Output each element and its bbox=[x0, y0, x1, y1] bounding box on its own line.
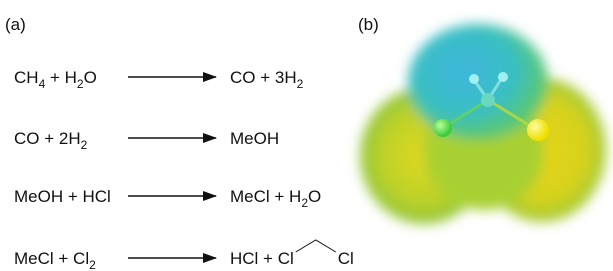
reactant: MeOH + HCl bbox=[14, 187, 111, 206]
panel-label: (b) bbox=[358, 15, 379, 34]
reactant: CH4 + H2O bbox=[14, 68, 97, 91]
subscript: 2 bbox=[89, 258, 96, 271]
esp-surface bbox=[360, 24, 606, 224]
text-segment: CO + 3H bbox=[230, 68, 297, 87]
text-segment: MeOH + HCl bbox=[14, 187, 111, 206]
bond bbox=[296, 240, 336, 252]
text-segment: CO + 2H bbox=[14, 129, 81, 148]
reactant: CO + 2H2 bbox=[14, 129, 88, 152]
subscript: 2 bbox=[81, 138, 88, 152]
product-end: Cl bbox=[338, 249, 354, 268]
product: CO + 3H2 bbox=[230, 68, 304, 91]
text-segment: CH bbox=[14, 68, 39, 87]
text-segment: O bbox=[308, 187, 321, 206]
text-segment: HCl + Cl bbox=[230, 249, 294, 268]
product: HCl + Cl bbox=[230, 249, 294, 268]
text-segment: O bbox=[84, 68, 97, 87]
text-segment: MeCl + H bbox=[230, 187, 301, 206]
figure: (a) (b) CH4 + H2OCO + 3H2CO + 2H2MeOHMeO… bbox=[0, 0, 613, 271]
product: MeCl + H2O bbox=[230, 187, 321, 210]
product: MeOH bbox=[230, 129, 279, 148]
text-segment: MeOH bbox=[230, 129, 279, 148]
panel-label: (a) bbox=[5, 15, 26, 34]
text-segment: + H bbox=[45, 68, 77, 87]
reactant: MeCl + Cl2 bbox=[14, 249, 96, 271]
subscript: 2 bbox=[297, 77, 304, 91]
text-segment: MeCl + Cl bbox=[14, 249, 89, 268]
